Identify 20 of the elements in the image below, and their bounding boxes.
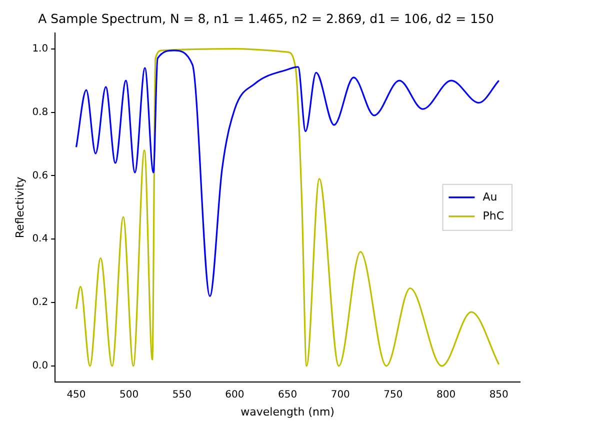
chart-title: A Sample Spectrum, N = 8, n1 = 1.465, n2 = 2.869, d1 = 106, d2 = 150	[38, 10, 494, 26]
y-tick-label: 0.0	[32, 360, 48, 372]
legend-label: PhC	[482, 209, 504, 222]
x-axis-title: wavelength (nm)	[240, 405, 334, 418]
y-tick-label: 0.4	[32, 234, 48, 245]
y-tick-label: 1.0	[32, 43, 48, 54]
x-tick-label: 850	[489, 389, 508, 400]
x-tick-label: 600	[225, 389, 244, 400]
y-tick-label: 0.2	[32, 297, 48, 308]
y-tick-label: 0.8	[32, 106, 48, 118]
x-tick-label: 450	[66, 389, 86, 400]
y-tick-label: 0.6	[32, 170, 48, 182]
y-axis-title: Reflectivity	[13, 176, 26, 238]
x-tick-label: 800	[436, 389, 456, 400]
x-tick-label: 650	[278, 389, 298, 400]
x-tick-label: 500	[120, 389, 139, 400]
x-tick-label: 700	[330, 389, 350, 400]
x-tick-label: 550	[172, 389, 192, 400]
x-tick-label: 750	[384, 389, 403, 400]
legend-label: Au	[482, 190, 498, 204]
